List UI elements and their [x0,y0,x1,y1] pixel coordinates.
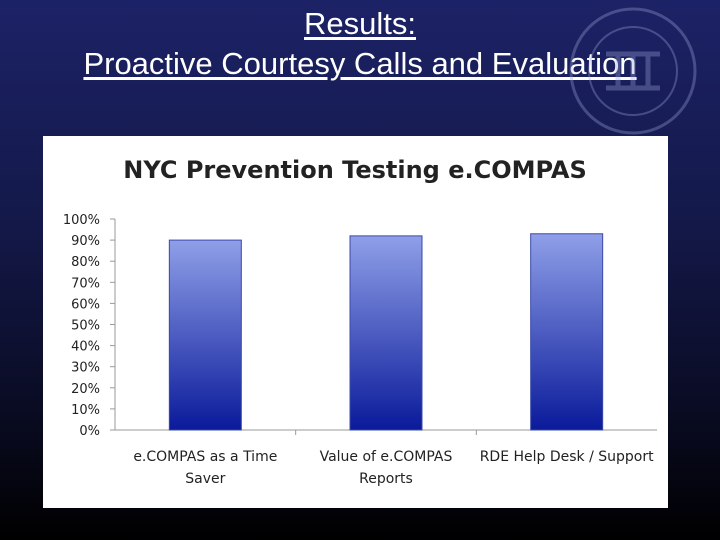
x-category-label-line: Reports [359,471,413,487]
chart-bars [168,233,604,431]
y-tick-label: 20% [71,382,100,397]
x-axis-categories: e.COMPAS as a Time Saver Value of e.COMPAS… [133,449,654,487]
chart-panel: NYC Prevention Testing e.COMPAS 0% 10% 20%… [43,136,668,508]
y-tick-label: 10% [71,403,100,418]
slide-title-line-2: Proactive Courtesy Calls and Evaluation [83,46,637,81]
y-tick-label: 70% [71,276,100,291]
slide-title: Results: Proactive Courtesy Calls and Ev… [0,4,720,84]
y-tick-label: 0% [79,424,100,439]
chart-title: NYC Prevention Testing e.COMPAS [123,156,587,184]
slide-title-line-1: Results: [304,6,416,41]
x-category-label-line: e.COMPAS as a Time [133,449,277,465]
x-category-label: RDE Help Desk / Support [480,449,654,465]
x-category-label: Value of e.COMPAS Reports [320,449,453,487]
bar [168,239,242,431]
y-tick-label: 100% [63,213,100,228]
y-tick-label: 50% [71,319,100,334]
y-tick-label: 40% [71,340,100,355]
x-category-label-line: Saver [185,471,225,487]
bar-chart: NYC Prevention Testing e.COMPAS 0% 10% 20%… [63,156,657,487]
x-category-label: e.COMPAS as a Time Saver [133,449,277,487]
x-category-label-line: Value of e.COMPAS [320,449,453,465]
bar [349,235,423,431]
y-axis-ticks: 0% 10% 20% 30% 40% 50% 60% 70% 80% 90% 100% [63,213,115,439]
y-tick-label: 90% [71,234,100,249]
x-category-label-line: RDE Help Desk / Support [480,449,654,465]
bar [530,233,604,431]
y-tick-label: 60% [71,297,100,312]
y-tick-label: 80% [71,255,100,270]
y-tick-label: 30% [71,361,100,376]
seal-watermark-icon [569,7,697,135]
